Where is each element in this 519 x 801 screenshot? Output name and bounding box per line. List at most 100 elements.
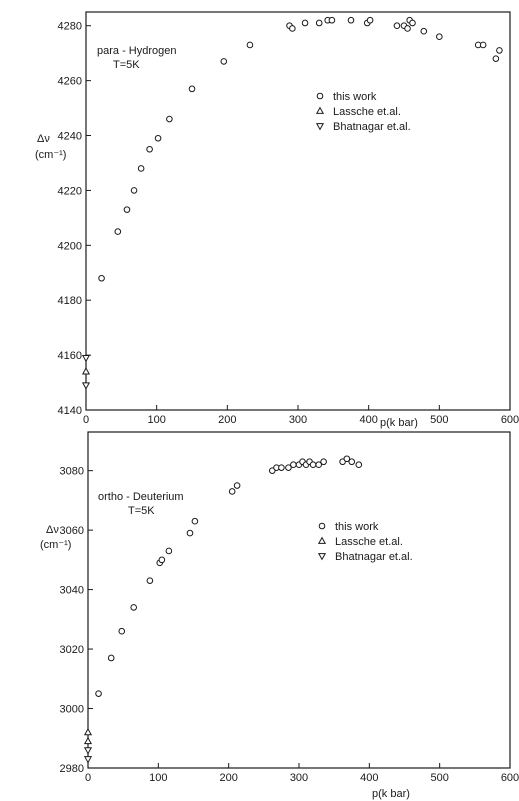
data-point-circle bbox=[165, 547, 173, 555]
x-tick-label: 100 bbox=[149, 772, 167, 784]
data-point-circle bbox=[278, 464, 285, 471]
data-point-circle bbox=[290, 461, 297, 469]
x-tick-label: 400 bbox=[359, 414, 377, 426]
data-point-circle bbox=[228, 488, 236, 495]
legend-marker-triangle-down bbox=[317, 553, 327, 561]
data-point-circle bbox=[328, 16, 336, 24]
data-point-triangle-down bbox=[83, 747, 93, 755]
x-tick-label: 300 bbox=[290, 772, 308, 784]
y-tick-label: 4180 bbox=[58, 295, 82, 307]
annotation-line-2: T=5K bbox=[113, 59, 140, 71]
x-tick-label: 0 bbox=[85, 772, 91, 784]
legend-marker-circle bbox=[316, 92, 324, 100]
data-point-circle bbox=[301, 19, 309, 27]
x-tick-label: 100 bbox=[147, 414, 165, 426]
plot-frame bbox=[85, 11, 511, 411]
legend-marker-triangle-down bbox=[315, 123, 325, 131]
panel-ortho-deuterium: ortho - Deuterium T=5K Δν (cm⁻¹) p(k bar… bbox=[40, 431, 519, 800]
data-point-circle bbox=[420, 27, 428, 35]
panel-para-hydrogen: para - Hydrogen T=5K Δν (cm⁻¹) p(k bar) … bbox=[35, 11, 519, 429]
data-point-triangle-up bbox=[81, 367, 91, 375]
data-point-circle bbox=[285, 464, 292, 471]
data-point-circle bbox=[118, 627, 126, 635]
legend-label: this work bbox=[335, 521, 379, 533]
y-tick-label: 3020 bbox=[60, 644, 84, 656]
data-point-circle bbox=[496, 47, 503, 54]
data-point-circle bbox=[114, 228, 122, 235]
data-point-circle bbox=[154, 134, 162, 142]
data-point-circle bbox=[309, 461, 317, 469]
x-tick-label: 200 bbox=[219, 772, 237, 784]
data-point-triangle-up bbox=[83, 736, 93, 745]
y-tick-label: 2980 bbox=[60, 763, 84, 775]
data-point-triangle-down bbox=[83, 756, 93, 764]
data-point-circle bbox=[123, 206, 131, 213]
data-point-circle bbox=[347, 16, 355, 24]
legend-marker-circle bbox=[318, 522, 326, 530]
data-point-circle bbox=[158, 556, 166, 564]
y-tick-label: 4140 bbox=[58, 405, 82, 417]
y-tick-label: 4160 bbox=[58, 350, 82, 362]
legend-label: Bhatnagar et.al. bbox=[335, 551, 413, 563]
data-point-triangle-up bbox=[83, 727, 93, 736]
data-point-circle bbox=[188, 85, 196, 93]
data-point-circle bbox=[107, 654, 115, 662]
y-tick-label: 3040 bbox=[60, 585, 84, 597]
data-point-circle bbox=[98, 274, 105, 282]
data-point-circle bbox=[220, 58, 228, 65]
y-tick-label: 3000 bbox=[60, 704, 84, 716]
x-tick-label: 500 bbox=[430, 414, 448, 426]
data-point-circle bbox=[366, 16, 374, 24]
data-point-circle bbox=[146, 145, 153, 153]
data-point-circle bbox=[137, 165, 145, 172]
x-tick-label: 300 bbox=[289, 414, 307, 426]
legend-label: Lassche et.al. bbox=[335, 536, 403, 548]
y-axis-label-symbol: Δν bbox=[37, 133, 50, 145]
x-tick-label: 200 bbox=[218, 414, 236, 426]
x-tick-label: 0 bbox=[83, 414, 89, 426]
y-tick-label: 3060 bbox=[60, 525, 84, 537]
legend-label: this work bbox=[333, 91, 377, 103]
data-point-circle bbox=[130, 187, 138, 194]
data-point-circle bbox=[130, 604, 138, 611]
x-tick-label: 400 bbox=[360, 772, 378, 784]
data-point-circle bbox=[492, 55, 500, 62]
y-tick-label: 4280 bbox=[58, 21, 82, 33]
data-point-circle bbox=[186, 529, 194, 537]
data-point-circle bbox=[246, 41, 254, 49]
y-tick-label: 4220 bbox=[58, 185, 82, 197]
y-tick-label: 3080 bbox=[60, 466, 84, 478]
y-axis-label-symbol: Δν bbox=[46, 524, 59, 536]
plot-frame bbox=[87, 431, 511, 769]
x-tick-label: 500 bbox=[430, 772, 448, 784]
data-point-circle bbox=[233, 482, 241, 489]
x-axis-label: p(k bar) bbox=[380, 417, 418, 429]
x-tick-label: 600 bbox=[501, 772, 519, 784]
annotation-line-1: para - Hydrogen bbox=[97, 45, 177, 57]
data-point-circle bbox=[479, 41, 487, 49]
data-point-circle bbox=[166, 115, 173, 123]
annotation-line-1: ortho - Deuterium bbox=[98, 491, 184, 503]
data-point-circle bbox=[289, 25, 296, 32]
data-point-circle bbox=[393, 22, 401, 30]
legend-marker-triangle-up bbox=[315, 106, 325, 114]
data-point-circle bbox=[320, 458, 327, 466]
data-point-circle bbox=[348, 458, 356, 466]
data-point-triangle-down bbox=[81, 382, 91, 390]
y-tick-label: 4260 bbox=[58, 76, 82, 88]
data-point-circle bbox=[355, 461, 363, 469]
x-axis-label: p(k bar) bbox=[372, 788, 410, 800]
y-tick-label: 4240 bbox=[58, 131, 82, 143]
y-axis-label-unit: (cm⁻¹) bbox=[35, 149, 66, 161]
x-tick-label: 600 bbox=[501, 414, 519, 426]
annotation-line-2: T=5K bbox=[128, 505, 155, 517]
data-point-circle bbox=[95, 690, 102, 697]
data-point-circle bbox=[409, 19, 416, 27]
legend-label: Lassche et.al. bbox=[333, 106, 401, 118]
data-point-circle bbox=[436, 33, 443, 41]
data-point-circle bbox=[146, 577, 154, 584]
data-point-triangle-down bbox=[81, 354, 91, 363]
legend-label: Bhatnagar et.al. bbox=[333, 121, 411, 133]
legend-marker-triangle-up bbox=[317, 536, 327, 544]
